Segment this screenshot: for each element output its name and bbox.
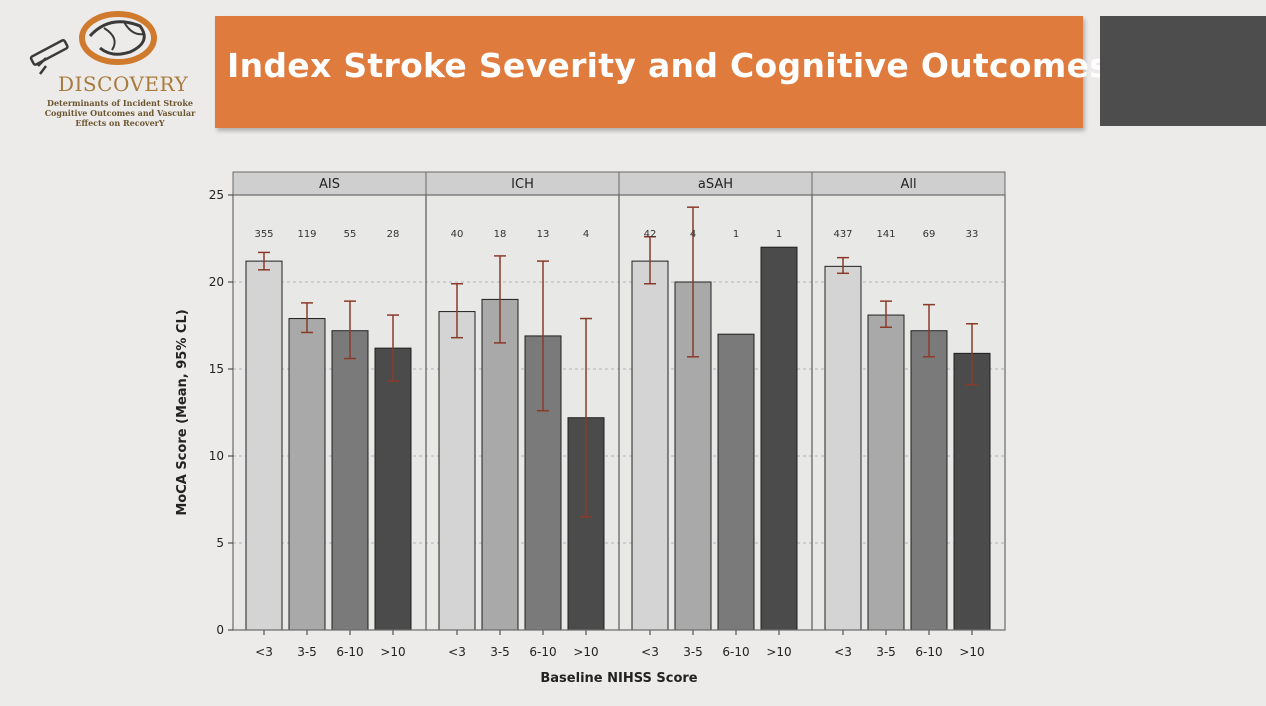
bar (481, 298, 519, 631)
x-tick-label: 3-5 (297, 645, 317, 659)
bar (288, 318, 326, 631)
n-label: 13 (537, 229, 550, 240)
bar (760, 246, 798, 631)
x-tick-label: 6-10 (336, 645, 363, 659)
y-tick-label: 25 (209, 188, 224, 202)
panel-label: All (900, 177, 916, 192)
brain-telescope-icon (29, 11, 157, 75)
y-axis-title: MoCA Score (Mean, 95% CL) (175, 309, 190, 515)
y-tick-label: 0 (216, 623, 224, 637)
y-tick-label: 10 (209, 449, 224, 463)
panel-frame (811, 194, 1006, 631)
n-label: 1 (733, 229, 739, 240)
n-label: 55 (344, 229, 357, 240)
y-tick-label: 15 (209, 362, 224, 376)
x-tick-label: >10 (766, 645, 791, 659)
bar (374, 347, 412, 631)
n-label: 437 (833, 229, 852, 240)
n-label: 40 (451, 229, 464, 240)
x-tick-label: 3-5 (876, 645, 896, 659)
y-tick-label: 5 (216, 536, 224, 550)
x-tick-label: <3 (834, 645, 852, 659)
bar (245, 260, 283, 631)
x-tick-label: <3 (255, 645, 273, 659)
x-axis-title: Baseline NIHSS Score (540, 671, 697, 686)
discovery-logo: DISCOVERY Determinants of Incident Strok… (20, 8, 200, 133)
n-label: 355 (254, 229, 273, 240)
x-tick-label: >10 (380, 645, 405, 659)
n-label: 28 (387, 229, 400, 240)
title-bar: Index Stroke Severity and Cognitive Outc… (215, 16, 1109, 128)
bar (717, 333, 755, 631)
x-tick-label: <3 (641, 645, 659, 659)
logo-subtitle: Determinants of Incident Stroke Cognitiv… (30, 98, 210, 128)
decorative-block (1100, 16, 1266, 126)
bar (631, 260, 669, 631)
bar (910, 330, 948, 631)
n-label: 4 (690, 229, 696, 240)
panel-label: AIS (319, 177, 340, 192)
n-label: 1 (776, 229, 782, 240)
logo-subtitle-line: Cognitive Outcomes and Vascular (44, 108, 196, 118)
bar (438, 311, 476, 631)
logo-wordmark: DISCOVERY (58, 72, 189, 96)
x-tick-label: 3-5 (683, 645, 703, 659)
x-tick-label: 6-10 (529, 645, 556, 659)
x-tick-label: 6-10 (915, 645, 942, 659)
slide-title: Index Stroke Severity and Cognitive Outc… (227, 46, 1110, 85)
x-tick-label: >10 (959, 645, 984, 659)
n-label: 42 (644, 229, 657, 240)
n-label: 4 (583, 229, 589, 240)
x-tick-label: <3 (448, 645, 466, 659)
x-tick-label: 3-5 (490, 645, 510, 659)
logo-subtitle-line: Effects on RecoverY (75, 118, 165, 128)
bar (331, 330, 369, 631)
n-label: 18 (494, 229, 507, 240)
logo-subtitle-line: Determinants of Incident Stroke (47, 98, 193, 108)
bar (824, 265, 862, 631)
x-tick-label: 6-10 (722, 645, 749, 659)
n-label: 141 (876, 229, 895, 240)
x-tick-label: >10 (573, 645, 598, 659)
bar (953, 352, 991, 631)
n-label: 33 (966, 229, 979, 240)
n-label: 119 (297, 229, 316, 240)
y-tick-label: 20 (209, 275, 224, 289)
bar (867, 314, 905, 631)
panel-label: aSAH (698, 177, 733, 192)
panel-label: ICH (511, 177, 534, 192)
n-label: 69 (923, 229, 936, 240)
